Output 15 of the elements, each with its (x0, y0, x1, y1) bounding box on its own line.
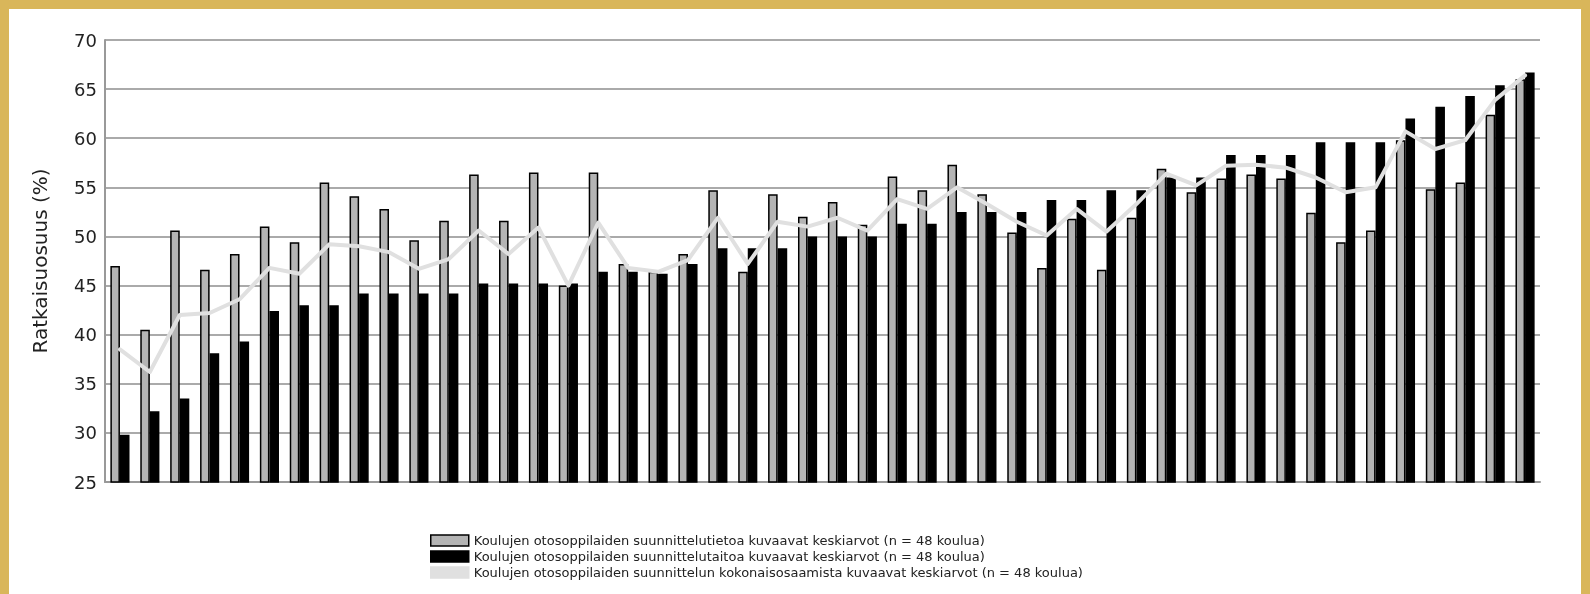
y-axis-title: Ratkaisuosuus (%) (28, 168, 52, 354)
y-tick-label: 30 (74, 422, 97, 444)
y-tick-label: 25 (74, 471, 97, 493)
legend-label: Koulujen otosoppilaiden suunnittelutietoa kuvaavat keskiarvot (n = 48 koulua) (473, 533, 985, 548)
y-tick-label: 65 (74, 78, 97, 100)
y-tick-label: 35 (74, 373, 97, 395)
y-tick-label: 50 (74, 225, 97, 247)
legend-label: Koulujen otosoppilaiden suunnittelun kokonaisosaamista kuvaavat keskiarvot (n = 48 koulua) (473, 565, 1083, 580)
y-tick-label: 55 (74, 176, 97, 198)
line-series (117, 73, 1528, 374)
y-tick-label: 70 (74, 29, 97, 51)
y-tick-label: 45 (74, 275, 97, 297)
y-tick-label: 40 (74, 324, 97, 346)
legend-label: Koulujen otosoppilaiden suunnittelutaitoa kuvaavat keskiarvot (n = 48 koulua) (473, 549, 985, 564)
y-tick-label: 60 (74, 127, 97, 149)
